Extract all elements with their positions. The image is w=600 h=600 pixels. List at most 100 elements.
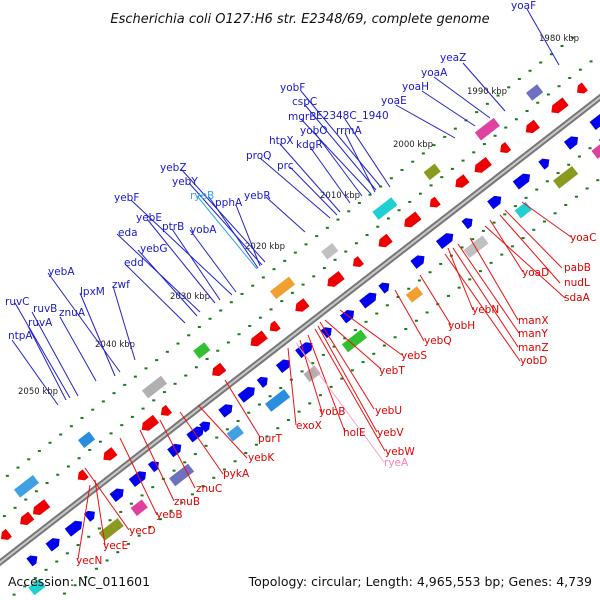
gene-label-yoaH: yoaH: [402, 81, 429, 93]
tick-dot: [407, 287, 411, 290]
feature-blocks: [0, 82, 600, 596]
gene-label-yoaE: yoaE: [381, 95, 407, 107]
tick-dot: [503, 213, 507, 216]
gene-label-yebW: yebW: [385, 446, 415, 458]
gene-label-holE: holE: [343, 427, 366, 439]
forward-gene-arrow: [512, 173, 531, 190]
gene-label-yecD: yecD: [129, 525, 156, 537]
forward-gene-labels: yoaF yeaZ yoaA yoaH yoaE yobF cspC mgrB …: [5, 0, 536, 342]
tick-dot: [425, 311, 429, 314]
gene-label-proQ: proQ: [246, 150, 271, 162]
accession-text: Accession: NC_011601: [8, 574, 150, 589]
tick-dot: [272, 268, 276, 271]
gene-label-manZ: manZ: [518, 342, 549, 354]
tick-dot: [173, 382, 177, 385]
reverse-gene-arrow: [295, 298, 310, 312]
tick-dot: [59, 433, 63, 436]
tick-dot: [286, 418, 290, 421]
gene-label-E2348C_1940: E2348C_1940: [316, 110, 389, 122]
tick-dot: [304, 243, 308, 246]
tick-dot: [329, 385, 333, 388]
reverse-gene-arrow: [525, 119, 540, 134]
forward-gene-arrow: [295, 342, 313, 359]
reverse-gene-arrow: [474, 156, 492, 173]
tick-dot: [560, 44, 564, 47]
gene-label-yebU: yebU: [375, 405, 402, 417]
tick-dot: [112, 392, 116, 395]
forward-gene-arrow: [83, 510, 95, 522]
forward-gene-arrow: [199, 421, 211, 433]
tick-dot: [414, 319, 418, 322]
tick-dot: [297, 410, 301, 413]
forward-feature-block: [169, 463, 195, 487]
reverse-feature-block: [474, 117, 500, 141]
forward-gene-arrow: [563, 136, 579, 150]
forward-gene-arrow: [487, 195, 502, 210]
gene-label-znuB: znuB: [174, 496, 200, 508]
reverse-gene-arrow: [500, 142, 512, 153]
tick-dot: [133, 375, 137, 378]
tick-dot: [461, 159, 465, 162]
tick-dot: [571, 36, 575, 39]
tick-dot: [545, 180, 549, 183]
gene-label-yebF: yebF: [114, 192, 139, 204]
tick-dot: [130, 415, 134, 418]
tick-dot: [475, 111, 479, 114]
tick-label-1980: 1980 kbp: [539, 34, 579, 44]
reverse-gene-leaders: [77, 201, 572, 560]
tick-dot: [404, 328, 408, 331]
tick-dot: [578, 68, 582, 71]
tick-dot: [364, 320, 368, 323]
forward-gene-arrow: [26, 555, 38, 567]
tick-dot: [69, 425, 73, 428]
tick-dot: [162, 391, 166, 394]
gene-label-znuC: znuC: [196, 483, 222, 495]
tick-dot: [247, 411, 251, 414]
reverse-gene-labels: yoaC pabB yoaD nudL sdaA yebN manX manY …: [76, 232, 596, 567]
tick-dot: [589, 60, 593, 63]
tick-dot: [158, 518, 162, 521]
gene-label-edd: edd: [124, 257, 144, 269]
tick-dot: [524, 196, 528, 199]
gene-label-yoaA: yoaA: [421, 67, 448, 79]
tick-dot: [76, 544, 80, 547]
tick-dot: [354, 242, 358, 245]
gene-label-yebS: yebS: [401, 350, 427, 362]
gene-label-pykA: pykA: [223, 468, 250, 480]
forward-feature-block: [303, 365, 321, 383]
tick-dot: [254, 443, 258, 446]
tick-dot: [397, 209, 401, 212]
forward-gene-arrow: [538, 158, 550, 170]
tick-dot: [155, 359, 159, 362]
tick-dot: [120, 424, 124, 427]
tick-dot: [13, 506, 17, 509]
forward-gene-leaders: [11, 8, 560, 406]
tick-dot: [208, 317, 212, 320]
reverse-gene-arrow: [404, 211, 422, 228]
tick-dot: [588, 147, 592, 150]
tick-dot: [151, 486, 155, 489]
gene-label-ruvB: ruvB: [33, 303, 57, 315]
tick-dot: [365, 234, 369, 237]
tick-dot: [557, 85, 561, 88]
tick-dot: [176, 342, 180, 345]
tick-dot: [386, 217, 390, 220]
forward-feature-block: [28, 578, 46, 596]
tick-dot: [318, 394, 322, 397]
tick-dot: [205, 358, 209, 361]
tick-dot: [372, 352, 376, 355]
tick-dot: [257, 403, 261, 406]
tick-dot: [361, 361, 365, 364]
tick-dot: [525, 110, 529, 113]
tick-dot: [141, 407, 145, 410]
tick-dot: [187, 334, 191, 337]
tick-dots: [2, 36, 600, 596]
forward-feature-block: [514, 201, 532, 219]
tick-dot: [212, 476, 216, 479]
forward-gene-arrow: [109, 488, 124, 502]
tick-dot: [97, 527, 101, 530]
forward-gene-arrow: [64, 520, 83, 537]
tick-dot: [510, 245, 514, 248]
reverse-gene-arrow: [429, 196, 441, 208]
